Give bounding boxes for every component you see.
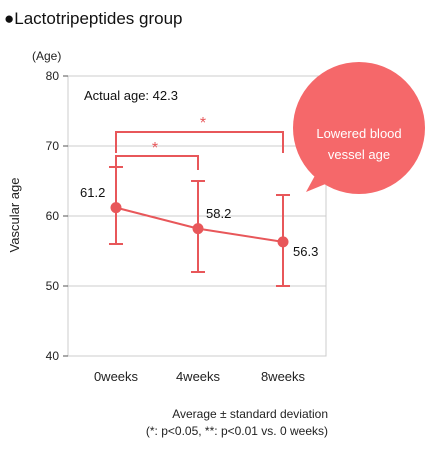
footnote-line-0: Average ± standard deviation [172,407,328,421]
callout-bubble: Lowered blood vessel age [293,62,425,194]
y-axis-label: Vascular age [7,178,22,253]
actual-age-annotation: Actual age: 42.3 [84,88,178,103]
footnote-line-1: (*: p<0.05, **: p<0.01 vs. 0 weeks) [145,424,328,438]
y-tick-label-3: 70 [46,139,60,153]
chart-title: ●Lactotripeptides group [4,9,183,28]
x-tick-label-2: 8weeks [261,369,306,384]
y-tick-label-4: 80 [46,69,60,83]
significance-bracket-1 [115,131,284,153]
footnote: Average ± standard deviation (*: p<0.05,… [146,406,328,440]
x-tick-labels: 0weeks 4weeks 8weeks [94,369,306,384]
y-tick-label-2: 60 [46,209,60,223]
data-label-1: 58.2 [206,206,231,221]
significance-star-1: * [200,115,206,132]
data-label-2: 56.3 [293,244,318,259]
series-0: 61.2 58.2 56.3 [80,166,318,287]
significance-bracket-0 [115,155,199,170]
data-point-2 [277,236,289,248]
callout-line-0: Lowered blood [316,126,401,141]
data-point-0 [110,202,122,214]
data-label-0: 61.2 [80,185,105,200]
significance-star-0: * [152,140,158,157]
y-tick-label-1: 50 [46,279,60,293]
y-tick-labels: 40 50 60 70 80 [46,69,68,363]
y-tick-label-0: 40 [46,349,60,363]
significance-brackets: ** [115,115,284,170]
y-axis-unit: (Age) [32,49,61,63]
callout-line-1: vessel age [328,147,390,162]
x-tick-label-1: 4weeks [176,369,221,384]
callout-circle [293,62,425,194]
x-tick-label-0: 0weeks [94,369,139,384]
data-point-1 [192,223,204,235]
